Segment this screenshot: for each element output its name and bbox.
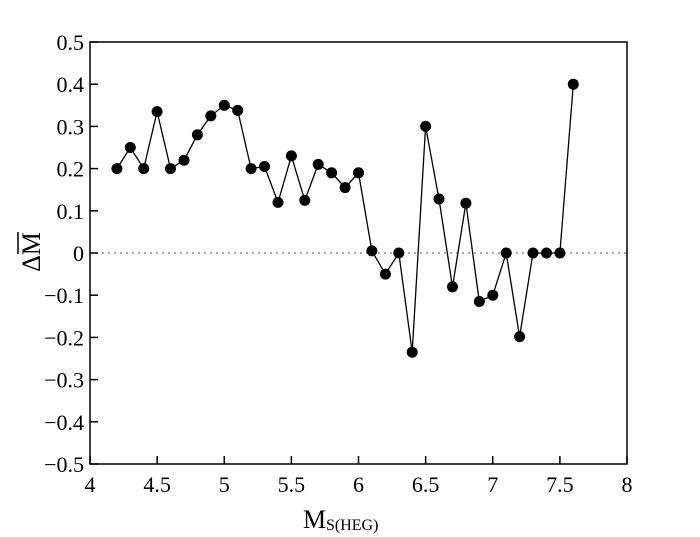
data-point — [178, 154, 190, 166]
data-point — [567, 78, 579, 90]
x-tick-label: 4.5 — [143, 472, 171, 497]
data-point — [353, 167, 364, 179]
x-tick-label: 6.5 — [412, 472, 440, 497]
data-point — [312, 158, 324, 170]
data-point — [272, 196, 284, 208]
y-tick-label: 0.4 — [57, 72, 85, 97]
data-point — [554, 247, 566, 259]
data-point — [232, 104, 244, 116]
data-point — [165, 163, 176, 175]
x-tick-label: 5.5 — [278, 472, 306, 497]
y-tick-label: 0.2 — [57, 157, 85, 182]
data-point — [299, 194, 311, 206]
plot-frame — [89, 41, 628, 465]
data-point — [151, 106, 163, 118]
data-point — [406, 346, 418, 358]
data-point — [487, 289, 499, 301]
data-point — [111, 163, 123, 175]
y-tick-label: −0.2 — [44, 325, 84, 350]
y-tick-label: −0.5 — [44, 452, 84, 477]
data-point — [191, 129, 203, 141]
x-axis-title-subscript: S(HEG) — [326, 517, 378, 534]
data-point — [138, 163, 150, 175]
x-tick-label: 8 — [622, 472, 633, 497]
data-point — [473, 296, 485, 307]
x-tick-label: 5 — [219, 472, 230, 497]
data-point — [218, 99, 230, 111]
y-axis-title: ΔM — [17, 232, 46, 272]
data-point — [326, 167, 338, 179]
data-point — [514, 331, 526, 343]
y-tick-label: −0.4 — [44, 410, 84, 435]
data-point — [339, 182, 351, 194]
data-point — [379, 268, 391, 280]
data-point — [541, 247, 552, 259]
x-tick-label: 6 — [353, 472, 364, 497]
data-point — [285, 150, 297, 162]
y-tick-label: −0.3 — [44, 368, 84, 393]
data-point — [259, 161, 270, 172]
data-point — [527, 247, 539, 259]
x-tick-label: 7 — [487, 472, 498, 497]
x-tick-label: 7.5 — [546, 472, 574, 497]
data-point — [393, 247, 405, 259]
y-tick-label: 0.1 — [57, 199, 85, 224]
y-tick-label: 0 — [73, 241, 84, 266]
data-point — [245, 163, 257, 175]
y-tick-label: −0.1 — [44, 283, 84, 308]
x-axis-title: M S(HEG) — [303, 505, 378, 534]
data-point — [420, 120, 432, 132]
data-point — [460, 197, 472, 209]
data-point — [124, 142, 136, 153]
data-point — [500, 247, 512, 259]
series-line — [116, 84, 574, 353]
y-tick-label: 0.3 — [57, 114, 85, 139]
data-point — [433, 193, 445, 205]
y-tick-label: 0.5 — [57, 30, 85, 55]
data-point — [366, 245, 378, 257]
data-point — [447, 281, 458, 293]
x-axis-title-main: M — [303, 505, 326, 534]
data-point — [205, 110, 217, 122]
x-tick-label: 4 — [85, 472, 96, 497]
